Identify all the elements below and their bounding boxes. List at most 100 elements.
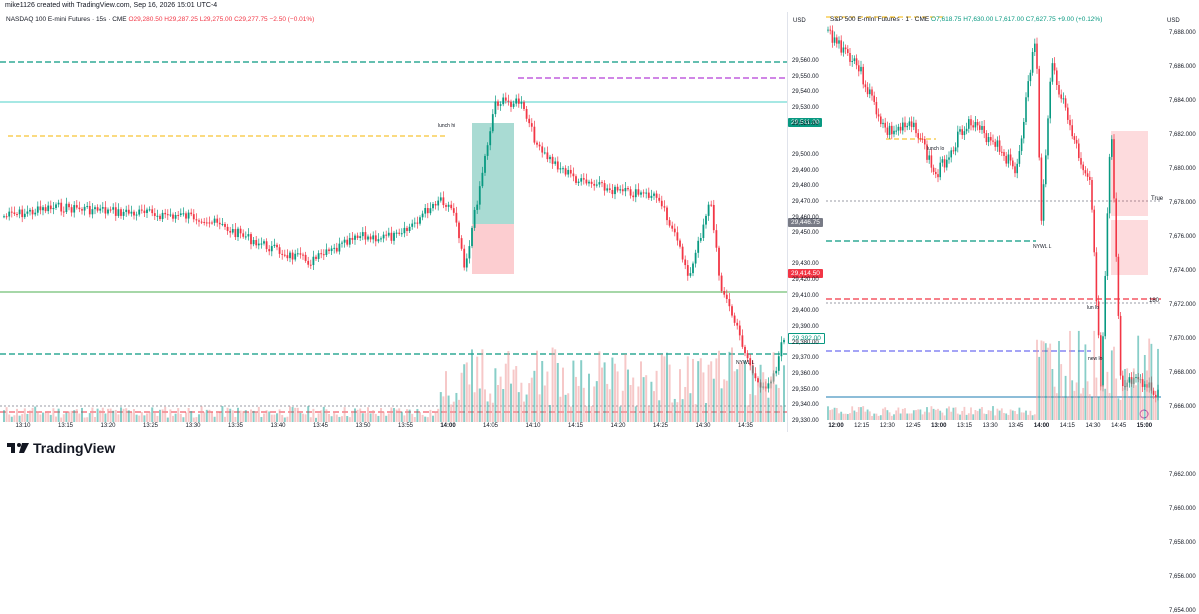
es-volume-bar bbox=[1126, 368, 1129, 420]
nq-time-label: 14:10 bbox=[525, 423, 541, 429]
es-chart-pane[interactable]: S&P 500 E-mini Futures · 1 · CME O7,618.… bbox=[826, 12, 1161, 432]
nq-candle bbox=[497, 101, 499, 106]
nq-volume-bar bbox=[546, 371, 549, 422]
es-volume-bar bbox=[849, 413, 851, 420]
nq-volume-bar bbox=[598, 351, 601, 422]
es-legend: S&P 500 E-mini Futures · 1 · CME O7,618.… bbox=[830, 16, 1102, 23]
nq-volume-bar bbox=[426, 417, 429, 422]
nq-volume-bar bbox=[377, 415, 380, 422]
nq-volume-bar bbox=[764, 379, 767, 422]
nq-candle bbox=[780, 342, 783, 357]
nq-candle bbox=[530, 123, 533, 127]
caption-text: mike1126 created with TradingView.com, S… bbox=[5, 2, 218, 9]
nq-candle bbox=[296, 253, 299, 255]
nq-price-axis[interactable]: USD 29,511.00 29,446.75 29,414.50 29,392… bbox=[788, 12, 825, 432]
nq-candle bbox=[195, 219, 198, 221]
nq-chart-canvas[interactable] bbox=[0, 12, 787, 432]
es-candle bbox=[970, 119, 972, 126]
nq-candle bbox=[140, 209, 143, 211]
es-volume-bar bbox=[888, 412, 891, 420]
es-candle bbox=[1073, 136, 1076, 140]
nq-volume-bar bbox=[653, 391, 655, 422]
nq-candle bbox=[627, 187, 629, 190]
nq-volume-bar bbox=[484, 389, 486, 422]
es-volume-bar bbox=[1058, 341, 1060, 420]
es-candle bbox=[858, 65, 860, 72]
nq-candle bbox=[556, 161, 559, 170]
nq-candle bbox=[614, 186, 616, 195]
nq-candle bbox=[91, 209, 94, 215]
nq-symbol: NASDAQ 100 E-mini Futures · 15s · CME bbox=[6, 16, 127, 23]
es-candle bbox=[1122, 375, 1124, 387]
nq-volume-bar bbox=[538, 394, 541, 422]
nq-volume-bar bbox=[705, 402, 707, 422]
es-chart-canvas[interactable] bbox=[826, 12, 1161, 432]
nq-candle bbox=[250, 234, 252, 245]
nq-price-label: 29,500.00 bbox=[792, 151, 819, 158]
nq-low: L29,275.00 bbox=[199, 16, 233, 23]
nq-candle bbox=[452, 208, 455, 213]
nq-volume-bar bbox=[205, 409, 208, 422]
nq-candle bbox=[629, 189, 632, 196]
es-time-label: 14:45 bbox=[1111, 423, 1127, 429]
nq-volume-bar bbox=[216, 410, 219, 422]
nq-volume-bar bbox=[660, 354, 663, 422]
es-volume-bar bbox=[853, 410, 856, 420]
nq-candle bbox=[580, 178, 583, 182]
es-candle bbox=[866, 87, 869, 95]
nq-volume-bar bbox=[471, 349, 473, 422]
nq-time-label: 13:40 bbox=[270, 423, 286, 429]
nq-volume-bar bbox=[476, 356, 479, 422]
es-volume-bar bbox=[928, 412, 931, 420]
nq-candle bbox=[564, 168, 567, 175]
nq-candle bbox=[621, 189, 624, 192]
nq-volume-bar bbox=[621, 390, 624, 422]
nq-volume-bar bbox=[580, 360, 583, 422]
es-price-axis[interactable]: USD True 180 7,688.000 7,686.000 7,684.000… bbox=[1149, 12, 1199, 614]
nq-candle bbox=[237, 228, 239, 238]
nq-candle bbox=[68, 203, 70, 208]
nq-candle bbox=[707, 204, 710, 216]
nq-price-label: 29,390.00 bbox=[792, 324, 819, 331]
nq-candle bbox=[21, 209, 24, 218]
es-volume-bar bbox=[996, 408, 999, 420]
nq-chart-pane[interactable]: NASDAQ 100 E-mini Futures · 15s · CME O2… bbox=[0, 12, 788, 432]
es-volume-bar bbox=[1097, 396, 1100, 420]
es-candle bbox=[935, 171, 937, 175]
nq-volume-bar bbox=[348, 417, 351, 422]
nq-candle bbox=[268, 249, 271, 252]
es-volume-bar bbox=[965, 414, 968, 420]
nq-candle bbox=[10, 211, 13, 213]
nq-volume-bar bbox=[751, 365, 754, 422]
nq-volume-bar bbox=[317, 413, 320, 422]
es-candle bbox=[1060, 94, 1062, 99]
es-candle bbox=[1115, 198, 1117, 257]
nq-volume-bar bbox=[49, 414, 52, 422]
nq-volume-bar bbox=[390, 407, 393, 422]
nq-volume-bar bbox=[465, 362, 468, 422]
nq-candle bbox=[520, 102, 523, 104]
nq-volume-bar bbox=[203, 412, 206, 422]
es-candle bbox=[884, 122, 886, 128]
es-candle bbox=[873, 95, 875, 102]
nq-candle bbox=[200, 221, 203, 223]
nq-volume-bar bbox=[504, 363, 507, 422]
nq-candle bbox=[122, 211, 125, 216]
es-candle bbox=[906, 125, 908, 128]
nq-volume-bar bbox=[322, 406, 325, 422]
nq-candle bbox=[489, 131, 492, 146]
footer: TradingView bbox=[0, 432, 1199, 463]
nq-volume-bar bbox=[593, 386, 596, 422]
nq-candle bbox=[70, 207, 73, 213]
es-volume-bar bbox=[1093, 330, 1096, 420]
nq-volume-bar bbox=[101, 407, 104, 422]
es-volume-bar bbox=[1042, 341, 1045, 420]
nq-candle bbox=[671, 225, 674, 229]
nq-volume-bar bbox=[637, 386, 640, 422]
es-zone-box bbox=[1111, 131, 1148, 216]
nq-volume-bar bbox=[208, 409, 211, 422]
nq-candle bbox=[650, 195, 653, 198]
es-volume-bar bbox=[835, 408, 838, 420]
es-volume-bar bbox=[1044, 343, 1047, 420]
es-candle bbox=[950, 150, 952, 158]
